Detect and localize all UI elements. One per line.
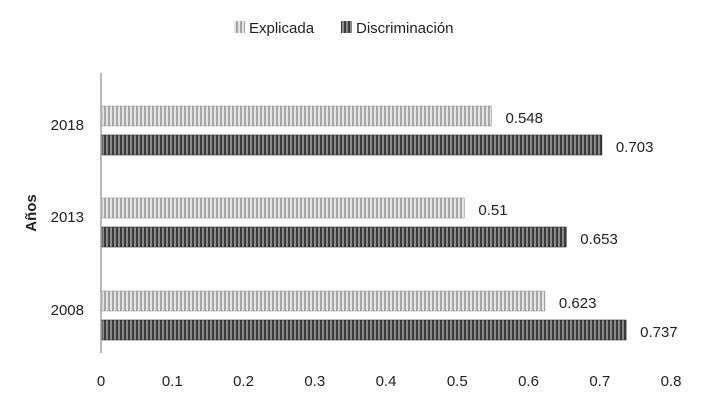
x-tick-label: 0.1 [162, 373, 183, 390]
data-label-discriminacion-2018: 0.703 [616, 139, 654, 156]
legend: Explicada Discriminación [234, 20, 454, 37]
category-label-2013: 2013 [51, 209, 84, 226]
legend-swatch-discriminacion [341, 21, 352, 33]
x-tick-label: 0.2 [233, 373, 254, 390]
category-label-2018: 2018 [51, 117, 84, 134]
legend-swatch-explicada [234, 21, 245, 33]
x-tick-label: 0.4 [376, 373, 397, 390]
data-label-explicada-2008: 0.623 [559, 295, 597, 312]
bars-group: 0.548 0.703 0.51 0.653 0.623 0.737 [101, 105, 678, 341]
x-tick-label: 0.3 [304, 373, 325, 390]
category-label-2008: 2008 [51, 302, 84, 319]
x-tick-label: 0.7 [589, 373, 610, 390]
bar-explicada-2013 [101, 197, 465, 219]
bar-discriminacion-2018 [101, 134, 603, 156]
x-tick-label: 0.8 [661, 373, 682, 390]
x-tick-label: 0.6 [518, 373, 539, 390]
legend-label-discriminacion: Discriminación [356, 20, 454, 37]
x-tick-labels: 0 0.1 0.2 0.3 0.4 0.5 0.6 0.7 0.8 [97, 373, 682, 390]
y-axis-title: Años [23, 194, 40, 232]
data-label-explicada-2013: 0.51 [478, 202, 507, 219]
bar-explicada-2018 [101, 105, 492, 127]
data-label-discriminacion-2008: 0.737 [640, 324, 678, 341]
bar-discriminacion-2008 [101, 319, 627, 341]
bar-discriminacion-2013 [101, 226, 567, 248]
x-tick-label: 0 [97, 373, 105, 390]
category-labels: 2018 2013 2008 [51, 117, 84, 319]
x-tick-label: 0.5 [447, 373, 468, 390]
data-label-discriminacion-2013: 0.653 [580, 231, 618, 248]
legend-label-explicada: Explicada [249, 20, 315, 37]
data-label-explicada-2018: 0.548 [505, 110, 543, 127]
bar-explicada-2008 [101, 290, 546, 312]
